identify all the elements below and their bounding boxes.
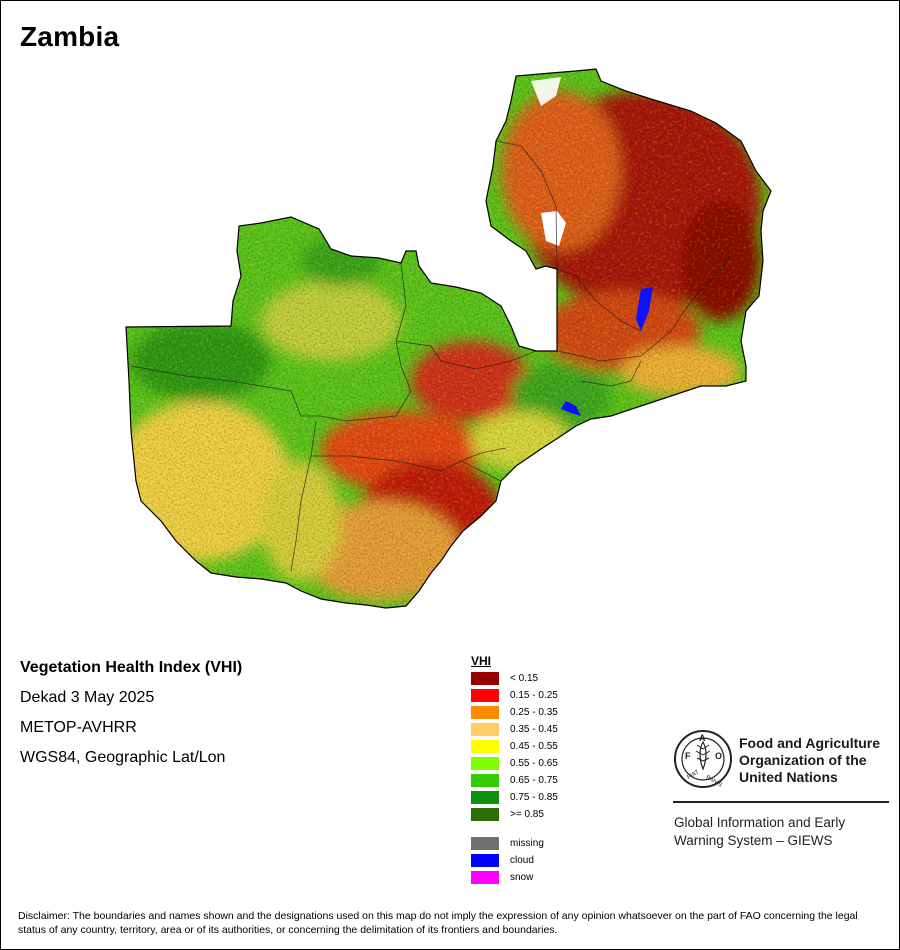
vhi-map — [125, 68, 772, 609]
logo-motto-1: FIAT — [686, 769, 700, 781]
legend-label: 0.75 - 0.85 — [510, 792, 558, 803]
disclaimer: Disclaimer: The boundaries and names sho… — [18, 910, 858, 936]
map-title: Zambia — [20, 21, 120, 52]
legend-label: 0.15 - 0.25 — [510, 690, 558, 701]
legend-swatch — [471, 689, 499, 702]
legend-item: 0.15 - 0.25 — [471, 688, 558, 705]
logo-letter-o: O — [715, 751, 722, 761]
projection-label: WGS84, Geographic Lat/Lon — [20, 749, 226, 766]
legend-swatch — [471, 791, 499, 804]
legend-swatch — [471, 854, 499, 867]
legend-label: 0.55 - 0.65 — [510, 758, 558, 769]
legend-swatch — [471, 808, 499, 821]
legend-label: 0.25 - 0.35 — [510, 707, 558, 718]
legend-item: 0.65 - 0.75 — [471, 773, 558, 790]
legend-item: 0.25 - 0.35 — [471, 705, 558, 722]
legend-label: >= 0.85 — [510, 809, 544, 820]
legend-item: 0.75 - 0.85 — [471, 790, 558, 807]
legend-item: 0.45 - 0.55 — [471, 739, 558, 756]
legend-item: 0.35 - 0.45 — [471, 722, 558, 739]
legend-label: snow — [510, 872, 534, 883]
index-name: Vegetation Health Index (VHI) — [20, 659, 243, 676]
legend-item: < 0.15 — [471, 671, 538, 688]
legend-classes: < 0.15 0.15 - 0.25 0.25 - 0.35 0.35 - 0.45 0… — [471, 671, 558, 824]
legend-swatch — [471, 723, 499, 736]
legend-swatch — [471, 706, 499, 719]
organization-name: Food and Agriculture Organization of the… — [739, 735, 881, 785]
legend-label: 0.35 - 0.45 — [510, 724, 558, 735]
vhi-raster — [126, 69, 771, 608]
legend-special: missing cloud snow — [471, 836, 544, 887]
fao-logo-icon: F A O FIAT PANIS — [674, 730, 732, 789]
legend-swatch — [471, 837, 499, 850]
giews-label: Global Information and Early Warning Sys… — [674, 815, 846, 848]
legend-label: missing — [510, 838, 544, 849]
legend-label: cloud — [510, 855, 534, 866]
legend-swatch — [471, 774, 499, 787]
map-info: Vegetation Health Index (VHI) Dekad 3 Ma… — [20, 658, 242, 778]
province-boundaries — [130, 140, 732, 572]
legend-swatch — [471, 672, 499, 685]
legend-item: cloud — [471, 853, 534, 870]
sensor-label: METOP-AVHRR — [20, 719, 137, 736]
legend-item: missing — [471, 836, 544, 853]
legend-item: snow — [471, 870, 533, 887]
logo-letter-f: F — [685, 751, 691, 761]
legend-item: >= 0.85 — [471, 807, 544, 824]
legend-label: 0.45 - 0.55 — [510, 741, 558, 752]
vhi-legend: VHI < 0.15 0.15 - 0.25 0.25 - 0.35 0.35 - 0… — [471, 651, 558, 887]
period-label: Dekad 3 May 2025 — [20, 689, 155, 706]
legend-swatch — [471, 740, 499, 753]
divider — [673, 801, 889, 803]
legend-title: VHI — [471, 654, 492, 668]
legend-swatch — [471, 757, 499, 770]
legend-swatch — [471, 871, 499, 884]
logo-letter-a: A — [699, 733, 706, 743]
legend-item: 0.55 - 0.65 — [471, 756, 558, 773]
legend-label: 0.65 - 0.75 — [510, 775, 558, 786]
legend-label: < 0.15 — [510, 673, 539, 684]
